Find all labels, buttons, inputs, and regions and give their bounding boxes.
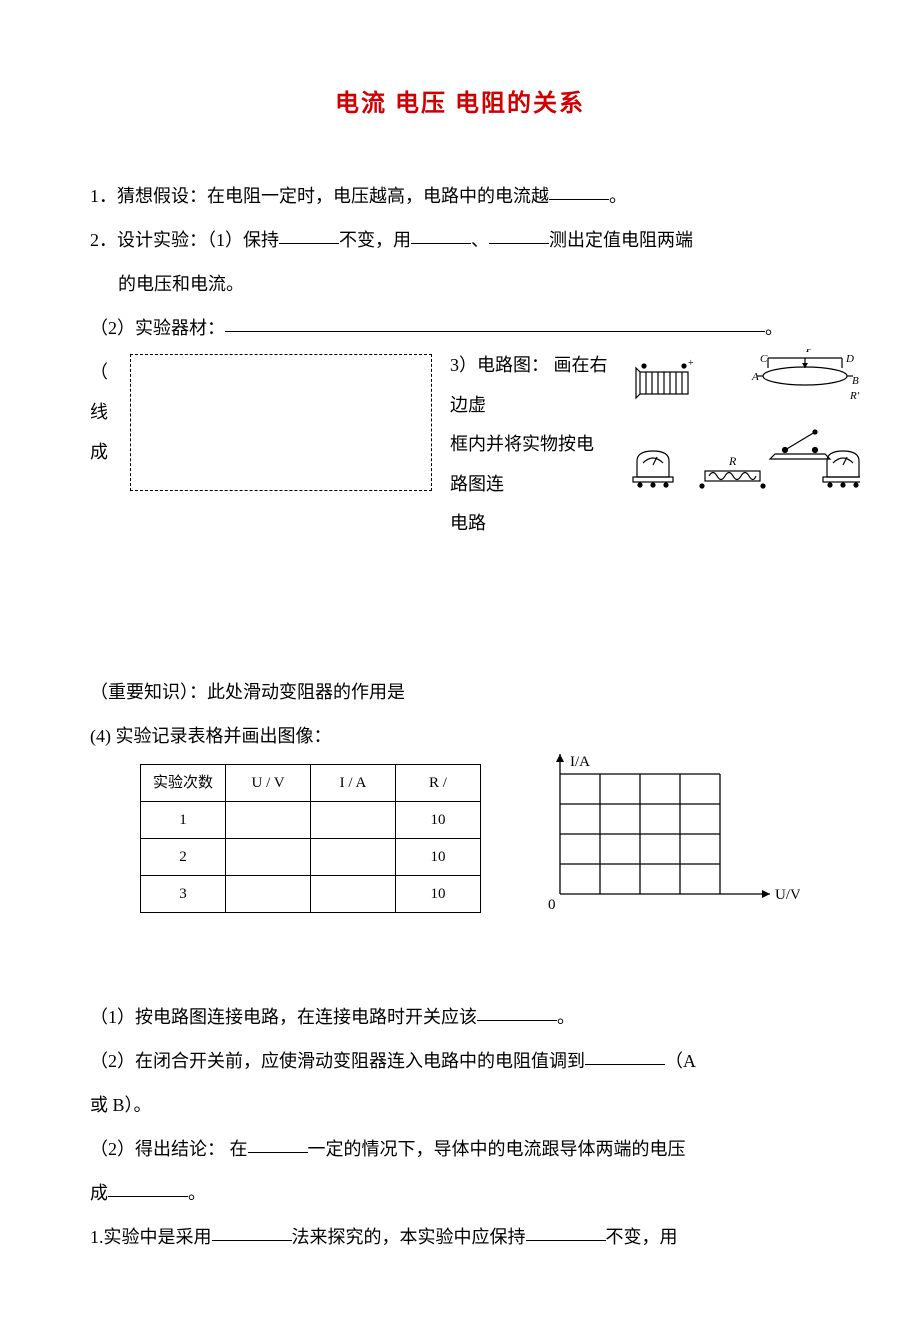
q2-p1: 2．设计实验：（1）保持: [90, 230, 279, 250]
graph-ylabel: I/A: [570, 754, 590, 770]
f3-blank2[interactable]: [108, 1178, 188, 1197]
components-diagram: + C P D A B R': [630, 349, 860, 499]
svg-text:A: A: [751, 371, 759, 383]
f4c: 不变，用: [606, 1227, 678, 1247]
svg-text:+: +: [688, 358, 694, 369]
f3a: （2）得出结论： 在: [90, 1139, 248, 1159]
q2b: （2）实验器材： 。: [90, 310, 830, 346]
followup-2c: 或 B）。: [90, 1087, 830, 1123]
q2b-blank[interactable]: [225, 313, 765, 332]
f2b: （A: [665, 1051, 696, 1071]
q3-line1: 3）电路图： 画在右边虚: [450, 346, 610, 425]
cell[interactable]: [311, 802, 396, 839]
cell: 10: [396, 802, 481, 839]
cell[interactable]: [226, 839, 311, 876]
f1a: （1）按电路图连接电路，在连接电路时开关应该: [90, 1007, 477, 1027]
followup-1: （1）按电路图连接电路，在连接电路时开关应该 。: [90, 999, 830, 1035]
th-2: I / A: [311, 765, 396, 802]
q1: 1．猜想假设：在电阻一定时，电压越高，电路中的电流越 。: [90, 178, 830, 214]
graph-svg: I/A U/V 0: [520, 749, 800, 919]
q1-blank[interactable]: [549, 181, 609, 200]
q2-m2: 、: [471, 230, 489, 250]
q1-prefix: 1．猜想假设：在电阻一定时，电压越高，电路中的电流越: [90, 186, 549, 206]
q2-blank2[interactable]: [411, 225, 471, 244]
followup-2: （2）在闭合开关前，应使滑动变阻器连入电路中的电阻值调到 （A: [90, 1043, 830, 1079]
record-row: 实验次数 U / V I / A R / 1 10 2 10 3 10: [90, 764, 830, 919]
graph-xlabel: U/V: [775, 887, 800, 903]
table-row: 3 10: [141, 876, 481, 913]
f3c: 成: [90, 1183, 108, 1203]
f4-blank2[interactable]: [526, 1222, 606, 1241]
f4-blank1[interactable]: [212, 1222, 292, 1241]
q2-m1: 不变，用: [339, 230, 411, 250]
cell[interactable]: [226, 876, 311, 913]
svg-text:R': R': [849, 390, 860, 402]
svg-text:B: B: [852, 375, 859, 387]
f2a: （2）在闭合开关前，应使滑动变阻器连入电路中的电阻值调到: [90, 1051, 585, 1071]
cell[interactable]: [226, 802, 311, 839]
graph-origin: 0: [548, 897, 556, 913]
svg-text:P: P: [805, 349, 813, 355]
f3b: 一定的情况下，导体中的电流跟导体两端的电压: [308, 1139, 686, 1159]
components-svg: + C P D A B R': [630, 349, 860, 499]
svg-text:D: D: [845, 353, 854, 365]
cell: 1: [141, 802, 226, 839]
q3-left3: 成: [90, 434, 108, 470]
f4a: 1.实验中是采用: [90, 1227, 212, 1247]
q2b-suffix: 。: [765, 318, 783, 338]
q3-text: 3）电路图： 画在右边虚 框内并将实物按电路图连 电路: [450, 346, 610, 544]
q3-left1: （: [90, 354, 108, 390]
table-row: 1 10: [141, 802, 481, 839]
followup-3b: 成。: [90, 1175, 830, 1211]
q3-line2: 框内并将实物按电路图连: [450, 425, 610, 504]
q2b-prefix: （2）实验器材：: [90, 318, 225, 338]
q2-blank1[interactable]: [279, 225, 339, 244]
f1b: 。: [557, 1007, 575, 1027]
q3-section: （ 线 成 3）电路图： 画在右边虚 框内并将实物按电路图连 电路 +: [90, 354, 830, 524]
cell[interactable]: [311, 839, 396, 876]
graph: I/A U/V 0: [520, 749, 800, 919]
svg-text:C: C: [760, 353, 768, 365]
f3d: 。: [188, 1183, 206, 1203]
q2-m3: 测出定值电阻两端: [549, 230, 693, 250]
svg-text:R: R: [728, 454, 737, 468]
followup-4: 1.实验中是采用 法来探究的，本实验中应保持 不变，用: [90, 1219, 830, 1255]
q3-left2: 线: [90, 394, 108, 430]
f4b: 法来探究的，本实验中应保持: [292, 1227, 526, 1247]
q2: 2．设计实验：（1）保持 不变，用 、 测出定值电阻两端: [90, 222, 830, 258]
circuit-draw-box[interactable]: [130, 354, 432, 491]
cell: 10: [396, 839, 481, 876]
table-header-row: 实验次数 U / V I / A R /: [141, 765, 481, 802]
f2-blank[interactable]: [585, 1046, 665, 1065]
page-title: 电流 电压 电阻的关系: [90, 80, 830, 128]
followup-3: （2）得出结论： 在 一定的情况下，导体中的电流跟导体两端的电压: [90, 1131, 830, 1167]
th-0: 实验次数: [141, 765, 226, 802]
spacer: [90, 564, 830, 674]
data-table: 实验次数 U / V I / A R / 1 10 2 10 3 10: [140, 764, 481, 913]
q1-suffix: 。: [609, 186, 627, 206]
cell: 2: [141, 839, 226, 876]
th-1: U / V: [226, 765, 311, 802]
f3-blank1[interactable]: [248, 1134, 308, 1153]
f1-blank[interactable]: [477, 1002, 557, 1021]
q2-line2: 的电压和电流。: [90, 266, 830, 302]
cell: 3: [141, 876, 226, 913]
table-row: 2 10: [141, 839, 481, 876]
th-3: R /: [396, 765, 481, 802]
cell[interactable]: [311, 876, 396, 913]
cell: 10: [396, 876, 481, 913]
q2-blank3[interactable]: [489, 225, 549, 244]
important-note: （重要知识）：此处滑动变阻器的作用是: [90, 674, 830, 710]
q3-line3: 电路: [450, 504, 610, 544]
